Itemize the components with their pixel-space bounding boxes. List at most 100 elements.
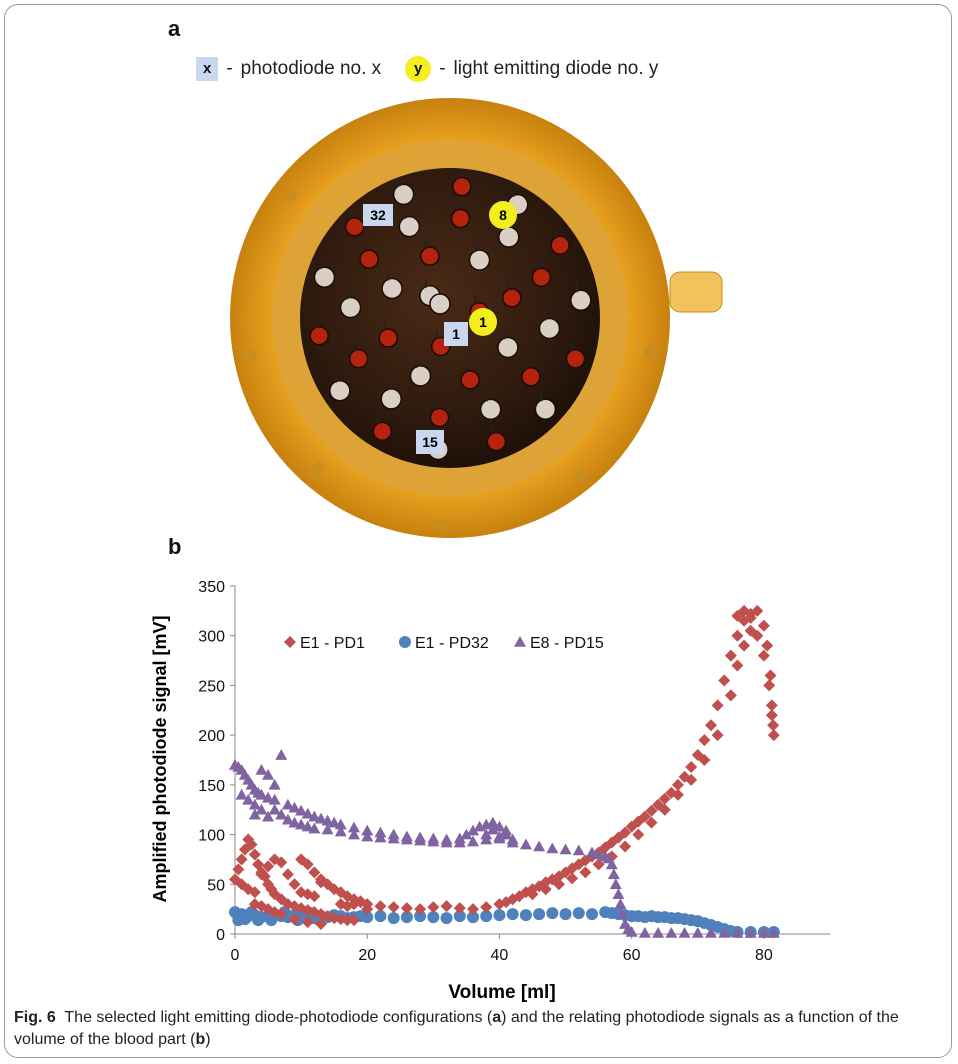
data-point <box>255 803 268 815</box>
data-point <box>763 679 776 692</box>
data-point <box>506 833 519 845</box>
data-point <box>354 895 367 908</box>
data-point <box>400 833 413 845</box>
data-point <box>248 798 261 810</box>
data-point <box>295 853 308 866</box>
data-point <box>252 914 265 927</box>
data-point <box>579 854 592 867</box>
data-point <box>242 883 255 896</box>
data-point <box>308 810 321 822</box>
panel-a-letter: a <box>168 16 181 41</box>
data-point <box>751 629 764 642</box>
photodiode-element <box>313 266 336 288</box>
data-point <box>552 878 565 891</box>
data-point <box>738 639 751 652</box>
sensor-chamber <box>300 168 600 468</box>
data-point <box>348 828 360 840</box>
data-point <box>757 927 770 938</box>
data-point <box>268 906 281 919</box>
figure-caption: Fig. 6 The selected light emitting diode… <box>14 1007 944 1051</box>
data-point <box>268 888 281 901</box>
photodiode-element <box>570 289 592 312</box>
data-point <box>361 903 374 916</box>
data-point <box>348 914 360 927</box>
led-element <box>372 421 393 442</box>
data-point <box>731 609 744 622</box>
data-point <box>757 649 770 662</box>
led-element <box>486 431 507 452</box>
data-point <box>288 913 301 926</box>
legend-label: E8 - PD15 <box>530 635 604 652</box>
data-point <box>255 900 268 913</box>
led-element <box>460 370 480 390</box>
y-tick-label: 250 <box>198 678 225 695</box>
led-marker-label: 8 <box>499 207 507 223</box>
data-point <box>467 835 479 847</box>
photodiode-marker: 15 <box>416 430 444 454</box>
data-point <box>586 908 598 921</box>
data-point <box>245 838 258 851</box>
data-point <box>334 825 347 837</box>
data-point <box>711 699 724 712</box>
data-point <box>281 868 294 881</box>
photodiode-marker-label: 32 <box>370 207 386 223</box>
data-point <box>533 908 546 921</box>
data-point <box>453 902 466 915</box>
legend-dash: - <box>439 58 446 79</box>
data-point <box>275 808 288 820</box>
data-point <box>255 788 268 800</box>
data-point <box>308 906 321 919</box>
data-point <box>341 890 354 903</box>
data-point <box>453 910 466 923</box>
photodiode-legend-text: photodiode no. x <box>240 58 382 79</box>
data-point <box>765 699 778 712</box>
led-element <box>344 217 365 237</box>
led-element <box>452 176 472 197</box>
data-point <box>572 844 585 856</box>
data-point <box>374 831 387 843</box>
data-point <box>427 901 440 914</box>
data-point <box>685 760 698 773</box>
data-point <box>711 729 724 742</box>
data-point <box>242 833 255 846</box>
y-tick-label: 100 <box>198 828 225 845</box>
data-point <box>314 812 327 824</box>
legend-dash: - <box>226 58 233 79</box>
data-point <box>738 604 751 617</box>
data-point <box>427 911 440 924</box>
data-point <box>486 816 499 828</box>
data-point <box>440 912 453 925</box>
data-point <box>308 866 321 879</box>
photodiode-element <box>380 388 402 410</box>
data-point <box>361 830 374 842</box>
data-point <box>262 791 275 803</box>
data-point <box>252 858 265 871</box>
legend-label: E1 - PD32 <box>415 635 489 652</box>
led-legend-chip: y <box>405 56 432 82</box>
x-tick-label: 80 <box>755 947 773 964</box>
data-point <box>738 614 751 627</box>
data-point <box>533 840 546 852</box>
led-element <box>309 325 329 346</box>
data-point <box>268 853 281 866</box>
data-point <box>757 619 770 632</box>
sensor-device-photo: 32 8 1 1 15 <box>230 98 723 538</box>
led-element <box>359 249 379 269</box>
photodiode-marker: 32 <box>363 204 393 226</box>
data-point <box>767 927 780 938</box>
panel-a-legend: x - photodiode no. x y - light emitting … <box>196 54 658 84</box>
data-point <box>625 926 638 937</box>
photodiode-legend-chip: x <box>196 57 219 81</box>
data-point <box>348 898 360 911</box>
y-axis-label: Amplified photodiode signal [mV] <box>150 616 170 903</box>
data-point <box>414 910 427 923</box>
data-point <box>519 838 532 850</box>
data-point <box>764 669 777 682</box>
data-point <box>493 830 506 842</box>
data-point <box>671 778 684 791</box>
data-point <box>586 846 598 858</box>
legend-label: E1 - PD1 <box>300 635 365 652</box>
data-point <box>275 749 288 760</box>
data-point <box>314 876 327 889</box>
data-point <box>314 918 327 931</box>
